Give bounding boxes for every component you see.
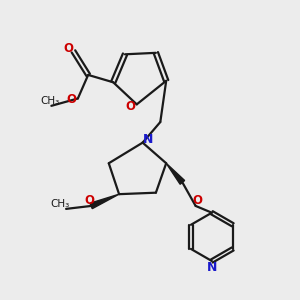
Text: O: O bbox=[125, 100, 135, 113]
Text: O: O bbox=[63, 42, 73, 55]
Text: O: O bbox=[192, 194, 202, 207]
Polygon shape bbox=[90, 194, 119, 209]
Text: N: N bbox=[143, 133, 154, 146]
Text: O: O bbox=[85, 194, 94, 207]
Text: N: N bbox=[207, 261, 217, 274]
Text: O: O bbox=[66, 93, 76, 106]
Polygon shape bbox=[166, 163, 184, 184]
Text: CH₃: CH₃ bbox=[51, 199, 70, 208]
Text: CH₃: CH₃ bbox=[40, 95, 59, 106]
